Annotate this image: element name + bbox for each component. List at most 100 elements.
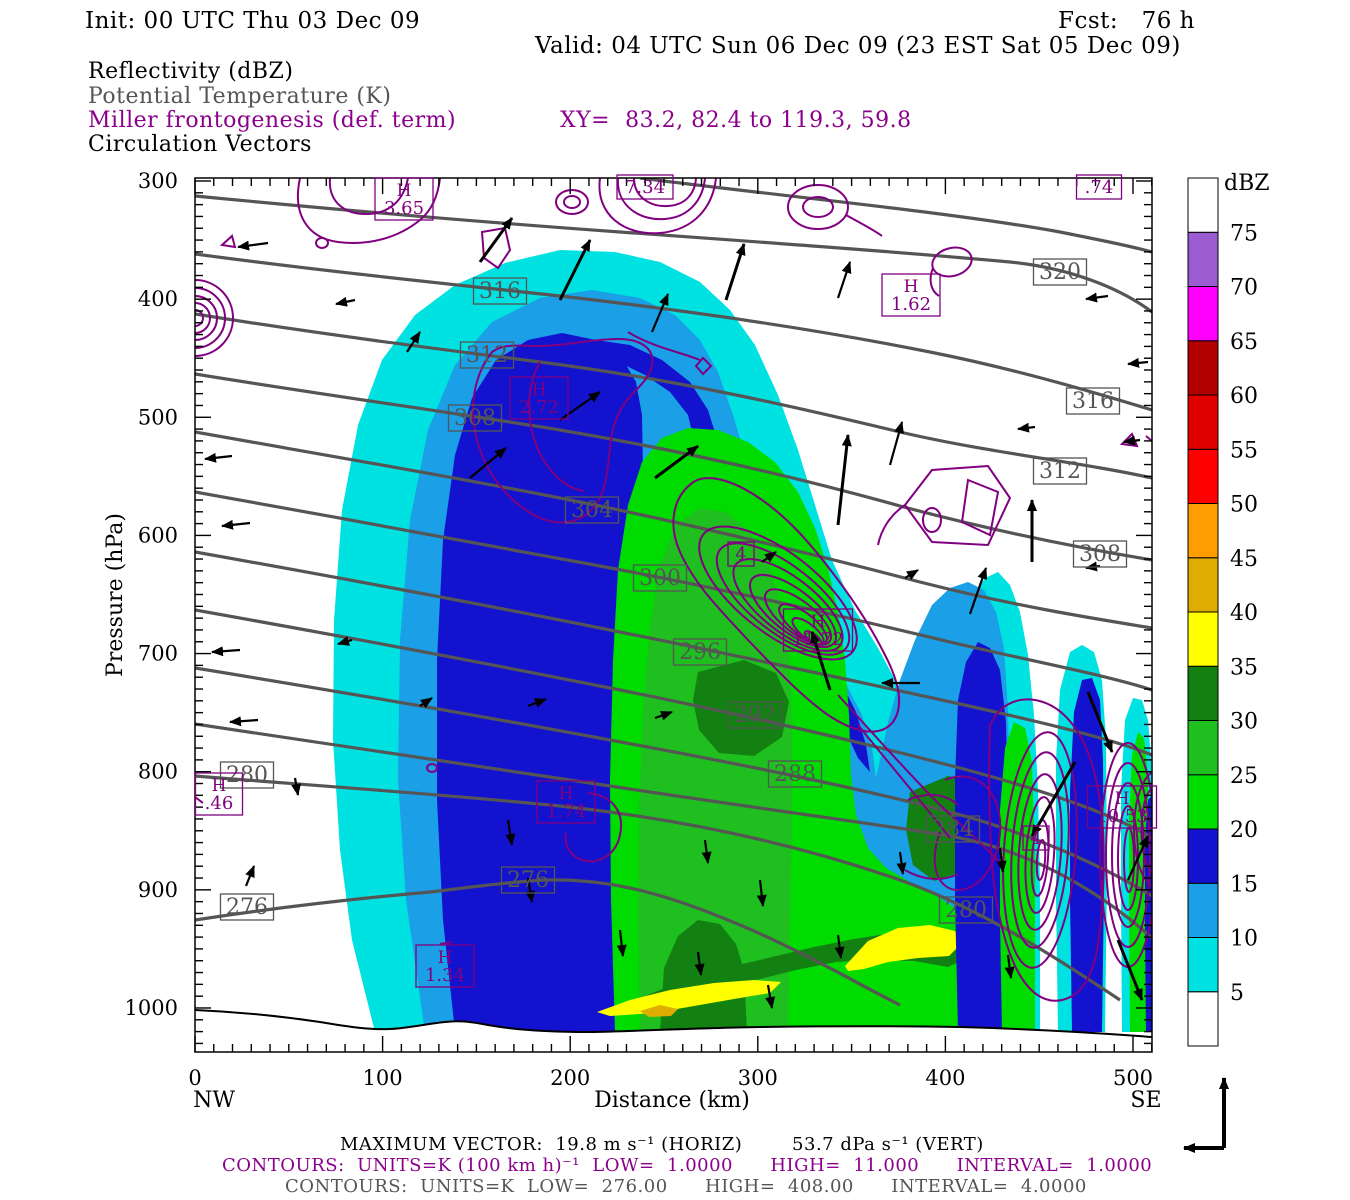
theta-contour [195,550,1152,757]
x-tick-label: 100 [363,1066,403,1090]
forecast-hour-label: Fcst: 76 h [1058,8,1195,34]
colorbar-title: dBZ [1224,171,1270,196]
y-axis-title: Pressure (hPa) [103,513,128,677]
colorbar-tick-label: 25 [1230,764,1258,789]
frontogenesis-max-label: H11.72 [782,608,854,652]
theta-contour-spec-label: CONTOURS: UNITS=K LOW= 276.00 HIGH= 408.… [285,1176,1087,1197]
frontogenesis-max-label: H1.74 [536,780,596,824]
circulation-vector [904,569,919,581]
circulation-vector [229,716,259,727]
frontogenesis-contour [763,588,833,646]
circulation-vector [1086,691,1114,753]
theta-contour-label: 280 [938,896,994,924]
field-vectors-label: Circulation Vectors [88,132,312,157]
theta-contour-label: 320 [1032,258,1088,286]
colorbar-segment [1187,286,1219,342]
circulation-vector [694,951,705,976]
svg-text:.46: .46 [205,793,234,814]
frontogenesis-contour [297,178,441,244]
frontogenesis-max-label: 4 [1022,825,1050,851]
theta-contour-label: 276 [500,866,556,894]
frontogenesis-contour [988,698,1105,1002]
svg-text:300: 300 [639,566,681,591]
svg-text:H: H [212,776,227,796]
colorbar-tick-label: 15 [1230,872,1258,897]
theta-contour [195,608,1152,840]
svg-text:4: 4 [1030,828,1041,849]
circulation-vector [221,519,251,530]
frontogenesis-contour [778,603,828,645]
frontogenesis-contour [857,724,951,839]
frontogenesis-max-label: 7.34 [616,174,674,200]
frontogenesis-contours [195,178,1152,1002]
svg-text:284: 284 [932,817,974,842]
frontogenesis-contour-spec-label: CONTOURS: UNITS=K (100 km h)⁻¹ LOW= 1.00… [222,1155,1153,1176]
frontogenesis-contour [480,226,512,270]
circulation-vector [761,551,777,563]
frontogenesis-contour [528,361,585,492]
max-vector-label: MAXIMUM VECTOR: 19.8 m s⁻¹ (HORIZ) 53.7 … [340,1134,984,1155]
frontogenesis-contour [426,763,438,773]
y-tick-label: 300 [138,169,178,193]
svg-text:11.72: 11.72 [792,629,844,650]
x-tick-label: 0 [188,1066,201,1090]
colorbar-tick-label: 70 [1230,276,1258,301]
svg-text:276: 276 [507,868,549,893]
colorbar-tick-label: 75 [1230,221,1258,246]
x-axis-left-endpoint-label: NW [193,1088,235,1113]
colorbar-tick-label: 50 [1230,493,1258,518]
circulation-vector [896,851,907,875]
colorbar-tick-label: 30 [1230,710,1258,735]
svg-text:296: 296 [679,640,721,665]
x-tick-label: 500 [1113,1066,1153,1090]
frontogenesis-contour [732,558,844,652]
circulation-vector [237,240,269,251]
svg-text:1.62: 1.62 [891,294,931,315]
field-reflectivity-label: Reflectivity (dBZ) [88,59,294,84]
svg-text:320: 320 [1039,260,1081,285]
circulation-vector [654,710,673,721]
colorbar-tick-label: 20 [1230,818,1258,843]
svg-text:308: 308 [1079,542,1121,567]
theta-contour-label: 316 [472,277,528,305]
theta-contour [195,666,1152,898]
svg-text:H: H [904,277,919,297]
colorbar-segment [1187,720,1219,776]
field-theta-label: Potential Temperature (K) [88,84,392,109]
circulation-vector [406,331,421,353]
svg-text:280: 280 [945,898,987,923]
y-tick-label: 800 [138,760,178,784]
svg-text:H: H [811,612,826,632]
frontogenesis-contour [195,287,226,349]
circulation-vector [836,434,852,526]
frontogenesis-contour [787,184,849,230]
circulation-vector [244,865,256,887]
theta-contour-label: 304 [564,496,620,524]
frontogenesis-contour [195,279,234,357]
svg-text:4: 4 [735,544,746,565]
frontogenesis-contour [195,302,211,334]
frontogenesis-contour [1010,751,1070,949]
colorbar-segment [1187,394,1219,450]
y-tick-label: 700 [138,642,178,666]
reflectivity-fill-regions [333,250,1152,1032]
colorbar-segment [1187,177,1219,233]
frontogenesis-contour [694,356,713,376]
theta-contour [195,878,901,1007]
colorbar-segment [1187,774,1219,830]
circulation-vector [419,697,433,709]
theta-contour-label: 280 [219,761,275,789]
frontogenesis-contour [315,237,329,249]
frontogenesis-max-label: .74 [1075,174,1123,200]
theta-contour [195,372,1152,562]
colorbar-segment [1187,882,1219,938]
frontogenesis-max-label: H.46 [194,772,244,816]
colorbar-segment [1187,503,1219,559]
frontogenesis-contour [715,542,851,656]
frontogenesis-contour [931,246,973,278]
frontogenesis-contour [1017,773,1063,931]
svg-text:312: 312 [1039,459,1081,484]
frontogenesis-contour [904,869,959,880]
circulation-vector [478,217,514,263]
